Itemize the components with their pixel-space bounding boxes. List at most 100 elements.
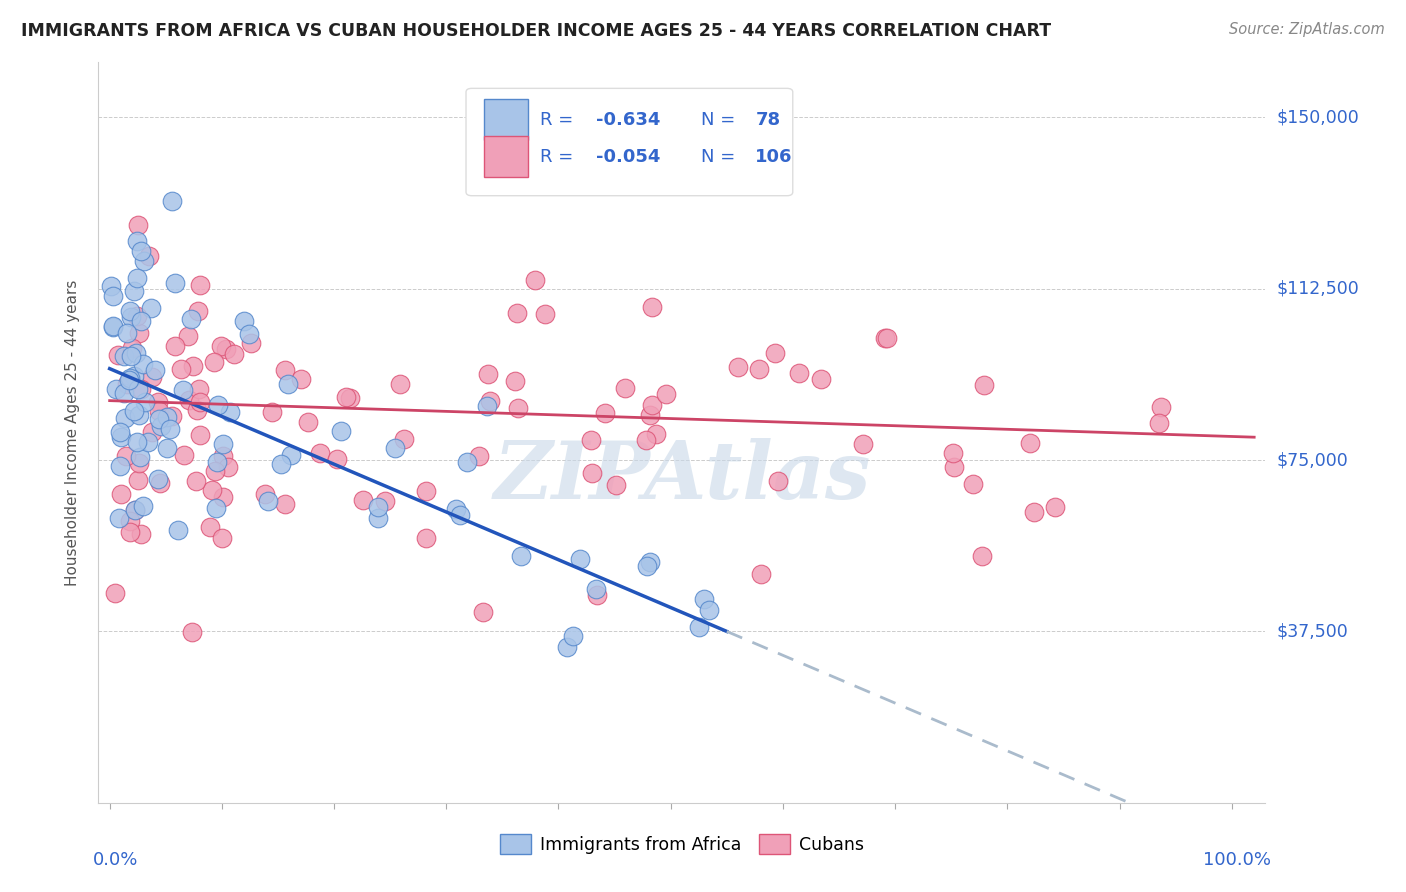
Text: 78: 78 — [755, 111, 780, 128]
Point — [262, 404, 284, 418]
Point — [217, 459, 239, 474]
Point — [585, 582, 607, 597]
Point — [187, 304, 209, 318]
Point — [118, 373, 141, 387]
Point — [593, 406, 616, 420]
Point — [297, 415, 319, 429]
Point — [204, 464, 226, 478]
Point — [585, 588, 607, 602]
Point — [180, 625, 202, 640]
Point — [472, 605, 495, 619]
Point — [644, 427, 666, 442]
Point — [641, 300, 664, 314]
Point — [636, 558, 658, 573]
Point — [124, 503, 146, 517]
Point — [132, 357, 155, 371]
Point — [156, 410, 179, 425]
Point — [751, 566, 773, 581]
Point — [146, 472, 169, 486]
Text: N =: N = — [700, 111, 741, 128]
Point — [224, 347, 246, 361]
Point — [876, 331, 898, 345]
Point — [173, 449, 195, 463]
Text: $37,500: $37,500 — [1277, 623, 1348, 640]
Point — [160, 194, 183, 208]
Point — [1045, 500, 1067, 514]
Point — [655, 387, 678, 401]
Point — [180, 312, 202, 326]
Point — [112, 386, 135, 401]
Point — [124, 346, 146, 360]
Point — [787, 366, 810, 380]
Point — [128, 326, 150, 340]
Point — [1150, 400, 1173, 414]
Point — [211, 491, 233, 505]
Point — [112, 349, 135, 363]
Point — [200, 520, 222, 534]
Point — [254, 486, 277, 500]
Point — [555, 640, 578, 654]
Point — [105, 382, 128, 396]
Point — [120, 304, 142, 318]
Point — [638, 555, 661, 569]
Point — [873, 331, 896, 345]
Point — [188, 382, 211, 396]
Point — [211, 531, 233, 545]
Point — [503, 374, 526, 388]
Point — [118, 514, 141, 528]
Point — [972, 549, 994, 564]
Point — [973, 377, 995, 392]
Point — [160, 409, 183, 423]
Point — [415, 484, 437, 499]
Point — [100, 279, 122, 293]
Point — [339, 391, 361, 405]
Point — [688, 620, 710, 634]
Bar — [484, 99, 527, 140]
Point — [101, 319, 124, 334]
Point — [166, 523, 188, 537]
Point — [1147, 417, 1170, 431]
Text: R =: R = — [540, 111, 578, 128]
Point — [456, 455, 478, 469]
Point — [942, 446, 965, 460]
Point — [204, 355, 226, 369]
Point — [201, 483, 224, 498]
Point — [129, 244, 152, 258]
Point — [170, 361, 193, 376]
Point — [129, 450, 152, 464]
Point — [326, 452, 349, 467]
Point — [392, 432, 415, 446]
Text: 0.0%: 0.0% — [93, 851, 138, 869]
Point — [374, 493, 396, 508]
Point — [309, 446, 332, 460]
Point — [177, 392, 200, 407]
Point — [134, 254, 156, 268]
Point — [120, 525, 142, 540]
Point — [159, 422, 181, 436]
Point — [141, 369, 163, 384]
Point — [121, 341, 143, 355]
Text: N =: N = — [700, 148, 741, 166]
Point — [962, 477, 984, 491]
Point — [117, 376, 139, 391]
Point — [129, 527, 152, 541]
Point — [943, 459, 966, 474]
Point — [115, 450, 138, 464]
Point — [533, 307, 555, 321]
Point — [389, 377, 412, 392]
Legend: Immigrants from Africa, Cubans: Immigrants from Africa, Cubans — [494, 827, 870, 861]
Text: IMMIGRANTS FROM AFRICA VS CUBAN HOUSEHOLDER INCOME AGES 25 - 44 YEARS CORRELATIO: IMMIGRANTS FROM AFRICA VS CUBAN HOUSEHOL… — [21, 22, 1052, 40]
Point — [128, 456, 150, 470]
Point — [125, 434, 148, 449]
Point — [124, 503, 146, 517]
Point — [270, 457, 292, 471]
Point — [115, 326, 138, 340]
Bar — [484, 136, 527, 178]
Point — [209, 339, 232, 353]
FancyBboxPatch shape — [465, 88, 793, 195]
Point — [141, 425, 163, 439]
Point — [129, 314, 152, 328]
Point — [148, 403, 170, 417]
Point — [165, 339, 187, 353]
Point — [108, 458, 131, 473]
